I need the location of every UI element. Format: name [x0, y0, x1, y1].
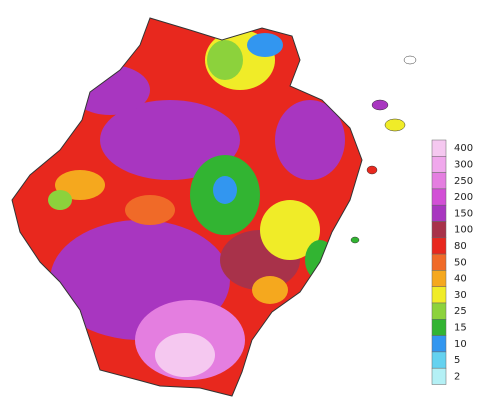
legend: 400 300 250 200 150 100 80 50 40 30 25 15 10 5 2: [431, 139, 473, 385]
province-outline: [11, 17, 363, 397]
legend-swatch: [431, 156, 447, 173]
legend-label: 80: [454, 241, 467, 252]
legend-swatch: [431, 139, 447, 157]
legend-swatch: [431, 237, 447, 255]
legend-swatch: [431, 286, 447, 304]
legend-swatch: [431, 367, 447, 385]
legend-swatch: [431, 188, 447, 206]
legend-swatch: [431, 270, 447, 287]
legend-label: 100: [454, 225, 473, 236]
legend-label: 40: [454, 274, 467, 285]
islands: [350, 55, 417, 244]
legend-swatch: [431, 351, 447, 369]
legend-label: 5: [454, 355, 460, 366]
legend-label: 400: [454, 143, 473, 154]
legend-label: 300: [454, 159, 473, 170]
legend-swatch: [431, 319, 447, 336]
legend-label: 10: [454, 339, 467, 350]
legend-swatch: [431, 302, 447, 320]
rainfall-map: [12, 18, 362, 396]
legend-swatch: [431, 204, 447, 222]
legend-label: 2: [454, 371, 460, 382]
legend-label: 150: [454, 208, 473, 219]
legend-label: 25: [454, 306, 467, 317]
legend-swatch: [431, 335, 447, 353]
legend-label: 250: [454, 176, 473, 187]
legend-label: 50: [454, 257, 467, 268]
legend-label: 30: [454, 290, 467, 301]
legend-label: 15: [454, 322, 467, 333]
legend-swatch: [431, 253, 447, 271]
legend-swatch: [431, 221, 447, 239]
legend-label: 200: [454, 192, 473, 203]
legend-swatch: [431, 172, 447, 190]
